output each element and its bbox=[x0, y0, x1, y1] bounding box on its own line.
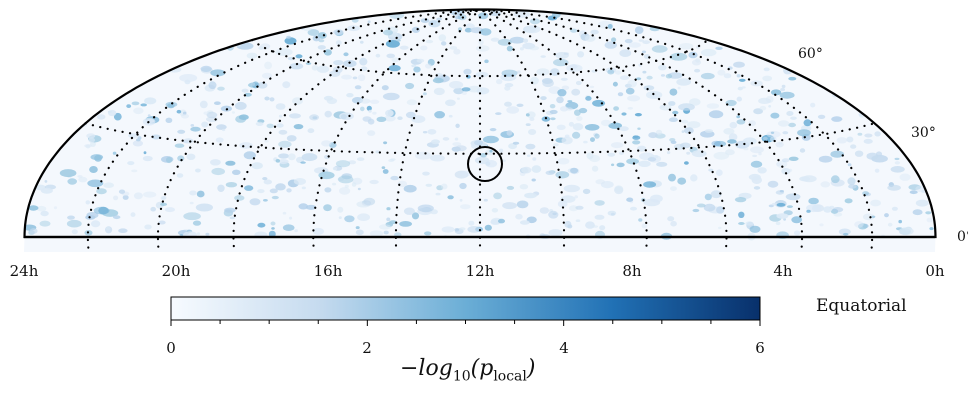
graticule bbox=[84, 8, 876, 249]
ra-label: 12h bbox=[465, 262, 495, 280]
graticule-line bbox=[478, 8, 804, 248]
colorbar-ticks bbox=[170, 320, 761, 326]
graticule-line bbox=[312, 8, 482, 247]
ra-label: 24h bbox=[9, 262, 39, 280]
coordinate-system-label: Equatorial bbox=[816, 296, 907, 316]
graticule-line bbox=[478, 8, 728, 248]
dec-label-30: 30° bbox=[911, 125, 936, 141]
colorbar-title: −log10(plocal) bbox=[400, 356, 536, 385]
sky-outline bbox=[23, 8, 937, 239]
ra-label: 16h bbox=[313, 262, 343, 280]
colorbar-tick-label: 6 bbox=[755, 339, 765, 357]
dec-label-0: 0° bbox=[957, 229, 968, 245]
dec-label-60: 60° bbox=[798, 46, 823, 62]
significance-map bbox=[24, 9, 936, 252]
graticule-line bbox=[232, 8, 482, 248]
ra-label: 4h bbox=[773, 262, 793, 280]
graticule-line bbox=[478, 8, 648, 247]
graticule-line bbox=[251, 38, 709, 78]
ra-label: 8h bbox=[622, 262, 642, 280]
colorbar-tick-label: 4 bbox=[559, 339, 569, 357]
colorbar-tick-label: 2 bbox=[362, 339, 372, 357]
graticule-line bbox=[156, 8, 482, 248]
colorbar bbox=[170, 296, 761, 321]
ra-label: 0h bbox=[925, 262, 945, 280]
hotspot-circle bbox=[467, 146, 503, 182]
colorbar-tick-label: 0 bbox=[166, 339, 176, 357]
ra-label: 20h bbox=[161, 262, 191, 280]
